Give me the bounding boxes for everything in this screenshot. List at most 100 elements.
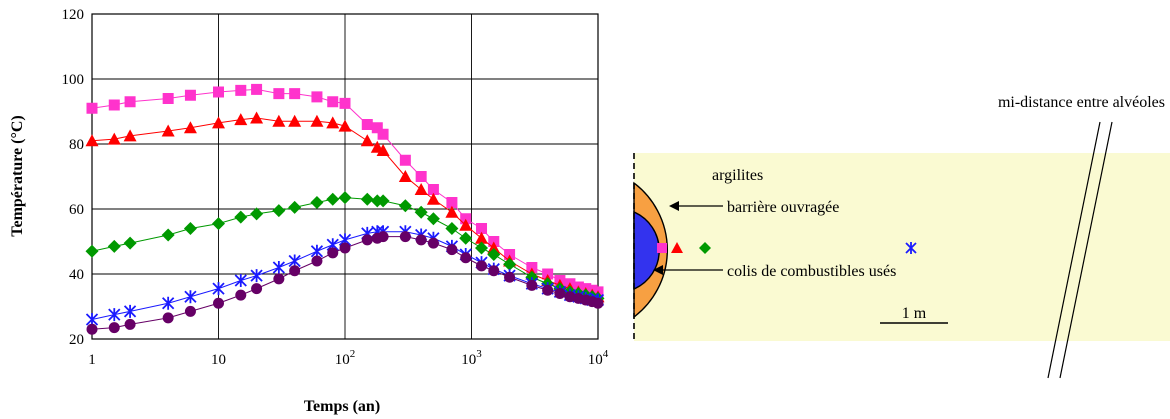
data-point — [250, 269, 263, 283]
y-axis-title: Température (°C) — [9, 115, 26, 236]
colis-disk — [633, 210, 660, 291]
label-argilites: argilites — [712, 167, 763, 184]
data-point — [311, 255, 323, 267]
data-point — [161, 124, 175, 137]
x-tick-label: 10 — [211, 352, 226, 368]
y-tick-label: 60 — [69, 202, 84, 218]
data-point — [376, 144, 390, 156]
data-point — [272, 261, 285, 274]
data-point — [183, 222, 197, 235]
argilite-region — [634, 153, 1170, 341]
data-point — [272, 204, 286, 218]
label-barriere: barrière ouvragée — [727, 199, 839, 216]
data-point — [107, 132, 121, 145]
plot-frame — [91, 13, 599, 340]
data-point — [445, 222, 459, 235]
data-point — [427, 184, 439, 195]
data-point — [162, 312, 174, 324]
data-point — [487, 248, 501, 261]
data-point — [250, 111, 264, 124]
y-tick-label: 120 — [62, 7, 85, 23]
data-point — [288, 200, 302, 214]
data-point — [488, 265, 500, 277]
data-point — [376, 194, 390, 208]
x-tick-label: 102 — [335, 348, 356, 368]
label-mid-distance: mi-distance entre alvéoles — [998, 94, 1165, 111]
data-point — [339, 97, 351, 109]
data-point — [415, 234, 427, 246]
data-point — [487, 241, 501, 254]
data-point — [446, 197, 458, 208]
mid-distance-line-1 — [1047, 121, 1101, 379]
data-point — [399, 231, 411, 243]
data-point — [272, 114, 286, 127]
y-tick-label: 20 — [69, 332, 84, 348]
data-point — [85, 244, 99, 258]
data-point — [234, 210, 248, 224]
data-point — [235, 289, 247, 301]
data-point — [504, 271, 516, 283]
data-point — [475, 231, 489, 244]
data-point — [326, 116, 340, 129]
data-point — [446, 244, 458, 256]
data-point — [371, 122, 383, 134]
data-point — [476, 223, 488, 234]
data-point — [184, 89, 196, 101]
data-point — [183, 121, 197, 134]
data-point — [414, 183, 428, 195]
diagram-markers — [657, 242, 917, 254]
axis-ticks: 20 40 60 80 100 120 1 10 102 103 104 — [62, 7, 609, 368]
data-point — [339, 242, 351, 254]
data-point — [123, 129, 137, 142]
diagram-marker-square — [657, 243, 667, 253]
data-point — [107, 239, 121, 253]
data-point — [289, 88, 301, 100]
data-point — [460, 252, 472, 264]
data-point — [108, 322, 120, 334]
data-point — [86, 102, 98, 114]
data-point — [251, 283, 263, 295]
storage-cell-diagram: mi-distance entre alvéoles argilites bar… — [633, 94, 1170, 379]
arrow-colis-head — [653, 265, 663, 275]
data-point — [459, 218, 473, 231]
data-point — [123, 304, 137, 318]
label-scale: 1 m — [902, 305, 927, 322]
data-point — [427, 237, 439, 249]
data-point — [289, 265, 301, 277]
data-point — [526, 279, 538, 291]
data-point — [310, 196, 324, 209]
data-point — [184, 305, 196, 317]
data-point — [108, 308, 121, 322]
diagram-marker-star — [905, 242, 917, 254]
data-point — [213, 297, 224, 309]
data-point — [426, 192, 440, 205]
data-point — [212, 282, 225, 296]
temperature-chart: 20 40 60 80 100 120 1 10 102 103 104 Temps (an) Te… — [9, 7, 609, 415]
label-colis: colis de combustibles usés — [727, 263, 896, 280]
data-point — [85, 134, 99, 147]
x-tick-label: 1 — [88, 352, 96, 368]
data-point — [338, 119, 352, 132]
series-circle — [86, 231, 604, 335]
data-point — [124, 318, 136, 330]
data-point — [377, 231, 389, 243]
data-point — [326, 192, 340, 206]
data-point — [86, 323, 98, 335]
data-point — [377, 128, 389, 140]
data-point — [564, 291, 576, 303]
data-point — [338, 191, 352, 205]
data-point — [361, 234, 373, 246]
data-point — [327, 247, 339, 259]
data-point — [398, 170, 412, 182]
data-point — [273, 273, 285, 285]
data-point — [212, 116, 225, 129]
mid-distance-line-2 — [1059, 121, 1113, 379]
diagram-marker-triangle — [671, 242, 683, 253]
data-point — [162, 93, 174, 104]
data-point — [398, 199, 412, 213]
data-point — [311, 91, 323, 103]
data-point — [162, 296, 175, 310]
data-point — [554, 288, 566, 299]
data-point — [415, 171, 427, 182]
